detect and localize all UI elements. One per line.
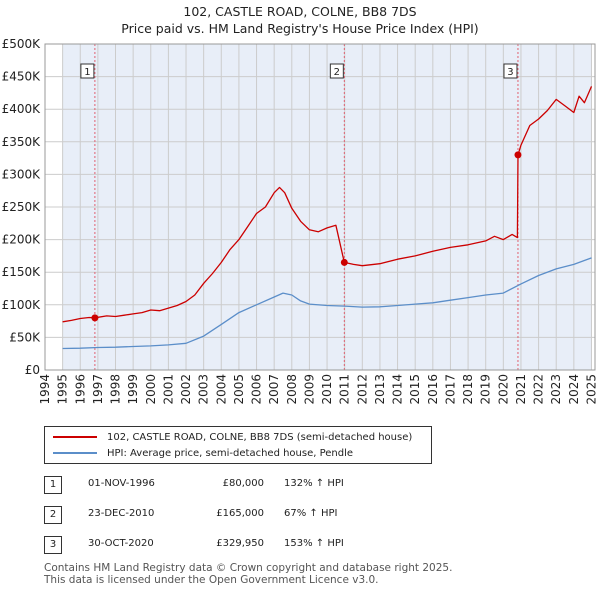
transaction-hpi: 132% ↑ HPI [284,478,344,489]
hpi-line [62,257,592,350]
x-tick-label: 2014 [391,374,405,405]
transaction-number: 3 [44,536,62,554]
sale-point [340,258,348,266]
x-tick-label: 1994 [38,374,52,405]
hpi-line-swatch [53,452,97,454]
y-tick-label: £500K [2,37,42,51]
x-tick-label: 2012 [355,374,369,405]
x-tick-label: 2003 [197,374,211,405]
x-tick-label: 2005 [232,374,246,405]
transaction-hpi: 153% ↑ HPI [284,538,344,549]
transaction-hpi: 67% ↑ HPI [284,508,338,519]
transaction-row: 1 01-NOV-1996 £80,000 132% ↑ HPI [44,476,444,494]
x-tick-label: 2009 [302,374,316,405]
transaction-price: £165,000 [216,508,264,519]
x-tick-label: 2025 [584,374,598,405]
y-tick-label: £350K [2,135,42,149]
sale-point [514,151,522,159]
sale-label: 2 [334,67,340,78]
x-tick-label: 2022 [532,374,546,405]
y-tick-label: £150K [2,265,42,279]
transaction-price: £80,000 [222,478,264,489]
sale-label-box [503,63,518,79]
transaction-date: 01-NOV-1996 [88,478,155,489]
transaction-price: £329,950 [216,538,264,549]
transaction-date: 23-DEC-2010 [88,508,155,519]
legend-property-label: 102, CASTLE ROAD, COLNE, BB8 7DS (semi-d… [107,431,413,443]
x-tick-label: 2006 [250,374,264,405]
x-tick-label: 1996 [73,374,87,405]
x-tick-label: 1998 [109,374,123,405]
x-tick-label: 2013 [373,374,387,405]
x-tick-label: 2023 [549,374,563,405]
sale-label: 1 [84,67,90,78]
x-tick-label: 2021 [514,374,528,405]
x-tick-label: 2010 [320,374,334,405]
property-price-line [62,86,593,323]
y-tick-label: £300K [2,167,42,181]
y-tick-label: £50K [9,330,41,344]
plot-frame [44,43,596,371]
x-tick-label: 2002 [179,374,193,405]
x-tick-label: 1997 [91,374,105,405]
legend-item-hpi: HPI: Average price, semi-detached house,… [53,446,353,460]
x-tick-label: 2001 [161,374,175,405]
price-chart: 1 2 3 £0 £50K £100K £150K £200K £250K £300K £350K… [2,37,599,405]
transaction-row: 3 30-OCT-2020 £329,950 153% ↑ HPI [44,536,444,554]
x-tick-label: 2016 [426,374,440,405]
y-tick-label: £0 [25,363,40,377]
x-tick-label: 2008 [285,374,299,405]
footer-licence: This data is licensed under the Open Gov… [44,574,379,586]
x-tick-label: 2011 [338,374,352,405]
x-tick-label: 2004 [214,374,228,405]
legend-hpi-label: HPI: Average price, semi-detached house,… [107,447,354,459]
x-tick-label: 1999 [126,374,140,405]
x-tick-label: 2024 [567,374,581,405]
x-tick-label: 2015 [408,374,422,405]
footer-copyright: Contains HM Land Registry data © Crown c… [44,562,453,574]
chart-subtitle: Price paid vs. HM Land Registry's House … [121,21,479,36]
chart-title: 102, CASTLE ROAD, COLNE, BB8 7DS [183,4,417,19]
transaction-date: 30-OCT-2020 [88,538,154,549]
sale-label-box [329,63,344,79]
x-tick-label: 2007 [267,374,281,405]
y-tick-label: £250K [2,200,42,214]
y-tick-label: £400K [2,102,42,116]
sale-label-box [80,63,95,79]
x-tick-label: 2018 [461,374,475,405]
x-tick-label: 2019 [479,374,493,405]
y-tick-label: £450K [2,70,42,84]
x-tick-label: 2000 [144,374,158,405]
transaction-row: 2 23-DEC-2010 £165,000 67% ↑ HPI [44,506,444,524]
footer: Contains HM Land Registry data © Crown c… [44,562,452,586]
chart-legend: 102, CASTLE ROAD, COLNE, BB8 7DS (semi-d… [44,426,432,464]
y-tick-label: £100K [2,298,42,312]
transaction-number: 2 [44,506,62,524]
x-tick-label: 2017 [443,374,457,405]
x-tick-label: 2020 [496,374,510,405]
x-tick-label: 1995 [56,374,70,405]
y-tick-label: £200K [2,233,42,247]
legend-item-property: 102, CASTLE ROAD, COLNE, BB8 7DS (semi-d… [53,430,412,444]
property-line-swatch [53,436,97,438]
transaction-number: 1 [44,476,62,494]
sale-point [91,314,99,322]
sale-label: 3 [507,67,513,78]
